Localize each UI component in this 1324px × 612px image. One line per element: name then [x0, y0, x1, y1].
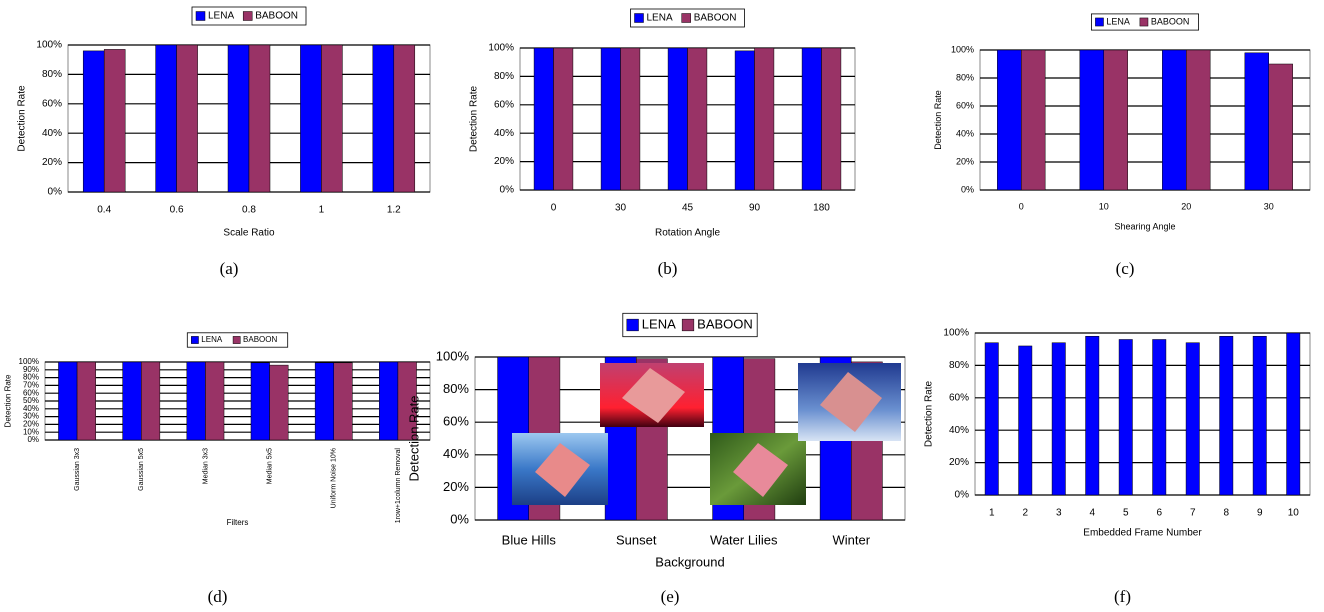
figure: 0%20%40%60%80%100%0.40.60.811.2LENABABOO…: [0, 0, 1324, 612]
background-thumbnails: [0, 0, 1324, 612]
